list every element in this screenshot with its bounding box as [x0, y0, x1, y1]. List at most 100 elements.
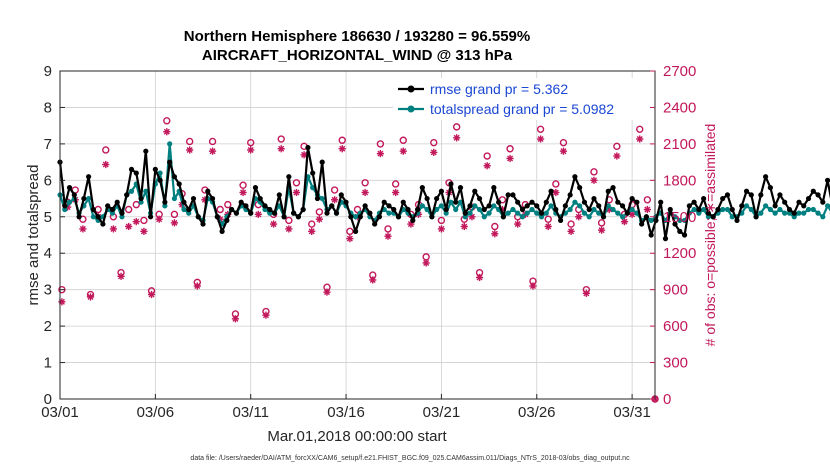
- y-tick-label: 1: [44, 355, 52, 372]
- totalspread-point: [605, 203, 611, 209]
- rmse-point: [577, 185, 583, 191]
- totalspread-point: [510, 206, 516, 213]
- rmse-point: [515, 199, 521, 205]
- rmse-point: [338, 192, 344, 198]
- rmse-point: [472, 188, 478, 194]
- series-lines: [57, 141, 830, 242]
- rmse-point: [491, 185, 497, 191]
- asterisk-stroke: [316, 216, 323, 223]
- rmse-point: [71, 192, 77, 198]
- obs-possible-marker: [437, 216, 446, 225]
- rmse-point: [271, 210, 278, 216]
- obs-assimilated-marker: [559, 147, 568, 155]
- asterisk-stroke: [392, 189, 399, 196]
- totalspread-point: [491, 203, 497, 209]
- rmse-point: [538, 210, 545, 216]
- totalspread-point: [515, 210, 521, 216]
- rmse-point: [558, 217, 564, 224]
- rmse-point: [333, 210, 340, 216]
- totalspread-point: [801, 210, 807, 216]
- totalspread-point: [824, 203, 830, 209]
- asterisk-stroke: [270, 221, 277, 228]
- obs-assimilated-marker: [231, 315, 240, 323]
- obs-assimilated-marker: [582, 289, 590, 297]
- asterisk-stroke: [102, 161, 109, 168]
- totalspread-point: [434, 206, 440, 213]
- rmse-point: [157, 177, 163, 183]
- rmse-point: [205, 188, 211, 194]
- rmse-point: [548, 188, 554, 194]
- totalspread-point: [581, 210, 588, 216]
- rmse-point: [429, 214, 435, 220]
- obs-assimilated-marker: [323, 288, 331, 296]
- obs-possible-marker: [224, 200, 232, 209]
- obs-assimilated-marker: [308, 227, 316, 235]
- obs-possible-marker: [552, 180, 560, 188]
- obs-assimilated-marker: [117, 272, 125, 280]
- asterisk-stroke: [468, 213, 475, 220]
- totalspread-point: [610, 206, 616, 213]
- totalspread-point: [596, 210, 602, 216]
- asterisk-stroke: [461, 223, 468, 230]
- asterisk-stroke: [583, 290, 590, 297]
- obs-assimilated-marker: [483, 162, 491, 170]
- rmse-point: [596, 203, 602, 209]
- obs-possible-marker: [239, 181, 247, 189]
- asterisk-stroke: [484, 162, 491, 169]
- totalspread-point: [90, 214, 96, 220]
- obs-assimilated-marker: [208, 147, 217, 155]
- asterisk-stroke: [118, 273, 125, 280]
- totalspread-point: [567, 206, 573, 213]
- rmse-point: [214, 214, 220, 220]
- totalspread-point: [791, 214, 797, 220]
- obs-assimilated-marker: [552, 188, 560, 197]
- rmse-point: [476, 195, 483, 202]
- rmse-point: [319, 159, 325, 165]
- asterisk-stroke: [453, 134, 460, 141]
- rmse-point: [786, 206, 793, 213]
- rmse-point: [534, 203, 540, 209]
- totalspread-point: [457, 199, 464, 205]
- rmse-point: [605, 188, 611, 194]
- obs-assimilated-marker: [285, 225, 293, 233]
- obs-assimilated-marker: [613, 152, 621, 160]
- obs-assimilated-marker: [155, 215, 163, 223]
- legend-box: [393, 78, 650, 120]
- rmse-point: [138, 195, 144, 202]
- obs-assimilated-marker: [102, 160, 110, 169]
- totalspread-point: [767, 206, 773, 213]
- obs-assimilated-marker: [399, 147, 407, 155]
- obs-assimilated-marker: [430, 148, 438, 156]
- rmse-point: [324, 210, 330, 216]
- asterisk-stroke: [110, 225, 117, 232]
- rmse-point: [181, 199, 187, 205]
- plot-area: [60, 71, 655, 399]
- obs-possible-marker: [391, 180, 400, 188]
- obs-possible-marker: [140, 216, 148, 225]
- rmse-point: [186, 206, 192, 213]
- obs-assimilated-marker: [567, 227, 575, 235]
- rmse-point: [128, 166, 135, 172]
- obs-possible-marker: [597, 219, 606, 227]
- rmse-point: [367, 210, 373, 216]
- rmse-point: [162, 199, 168, 205]
- rmse-point: [486, 203, 492, 209]
- rmse-point: [438, 188, 445, 194]
- obs-assimilated-marker: [514, 220, 522, 228]
- y-tick-label: 9: [44, 63, 52, 80]
- y2-tick-label: 2100: [663, 136, 696, 153]
- asterisk-stroke: [476, 274, 483, 281]
- rmse-point: [243, 203, 249, 209]
- rmse-point: [62, 203, 68, 209]
- rmse-point: [147, 214, 154, 220]
- y2-tick-label: 300: [663, 355, 688, 372]
- asterisk-stroke: [255, 211, 262, 218]
- rmse-point: [171, 174, 178, 180]
- rmse-point: [567, 192, 573, 198]
- rmse-point: [720, 195, 726, 202]
- rmse-point: [167, 159, 173, 165]
- obs-assimilated-marker: [254, 210, 262, 218]
- rmse-point: [743, 188, 750, 194]
- totalspread-point: [352, 214, 359, 220]
- obs-possible-marker: [208, 137, 217, 146]
